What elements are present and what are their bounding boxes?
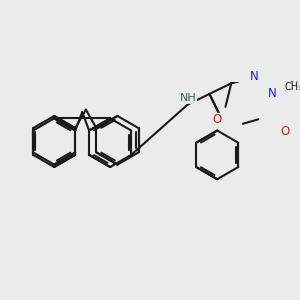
Text: O: O — [281, 124, 290, 138]
Text: N: N — [250, 70, 259, 83]
Text: O: O — [213, 113, 222, 126]
Text: N: N — [268, 87, 277, 100]
Text: CH₃: CH₃ — [285, 82, 300, 92]
Text: NH: NH — [180, 93, 196, 103]
Text: N: N — [290, 80, 299, 93]
